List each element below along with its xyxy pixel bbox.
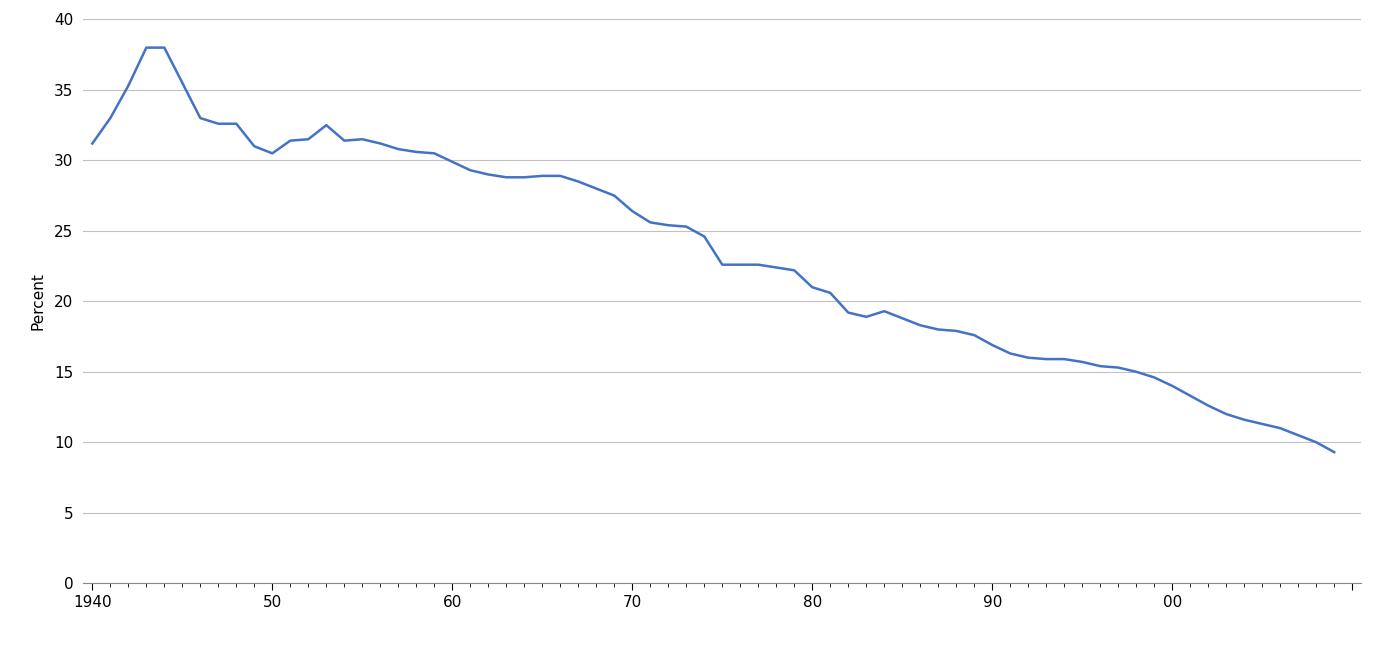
Y-axis label: Percent: Percent: [31, 272, 46, 330]
